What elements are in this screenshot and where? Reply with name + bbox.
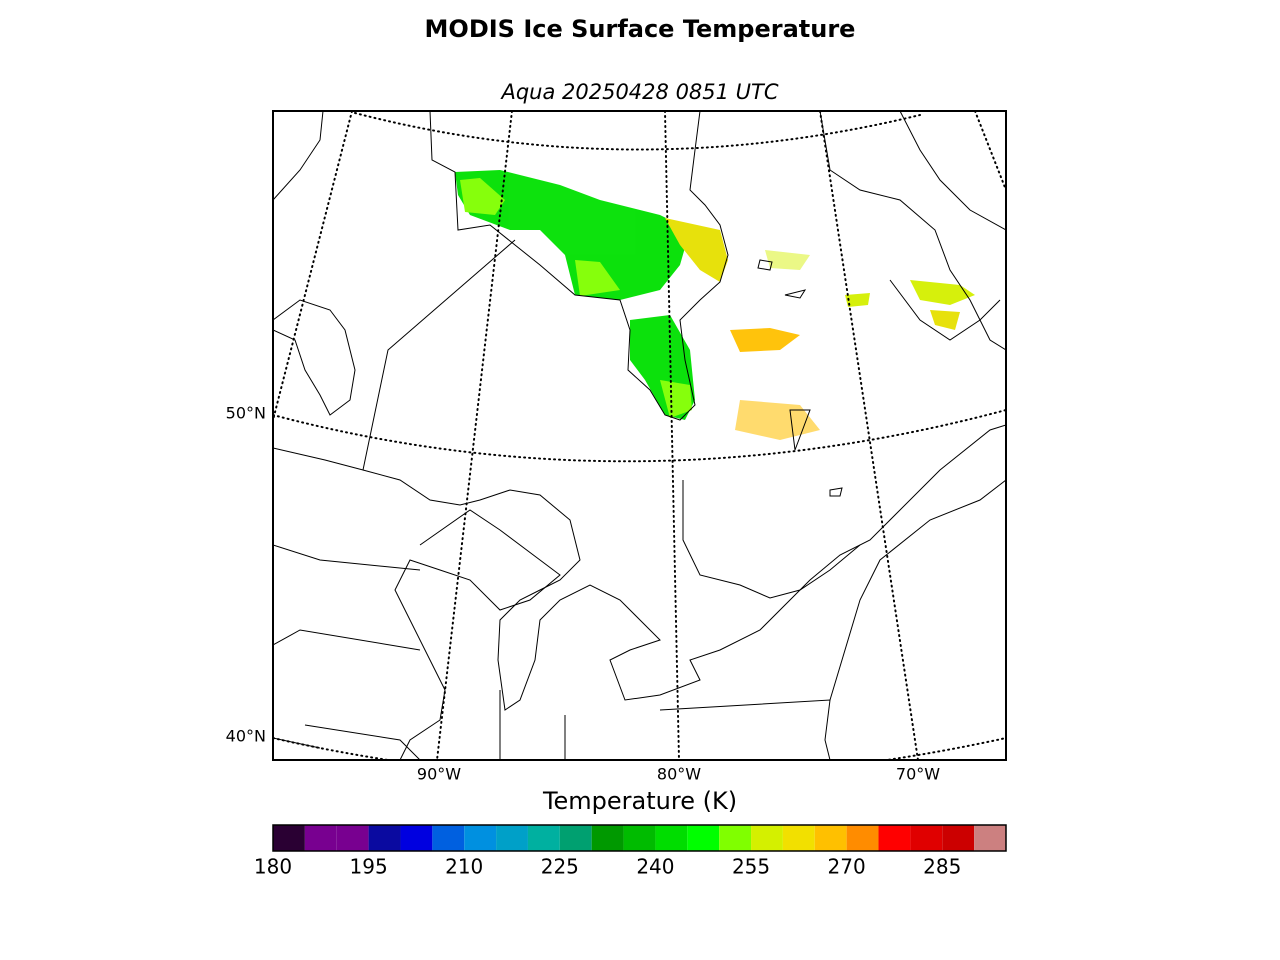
colorbar-segment (591, 825, 624, 851)
colorbar-segment (655, 825, 688, 851)
colorbar-segment (400, 825, 433, 851)
colorbar-label: Temperature (K) (542, 787, 737, 815)
subtitle: Aqua 20250428 0851 UTC (499, 80, 778, 104)
colorbar-segment (464, 825, 497, 851)
colorbar-tick-label: 195 (350, 855, 388, 879)
graticule (273, 111, 1006, 760)
colorbar-segment (846, 825, 879, 851)
map-frame (272, 110, 1007, 761)
colorbar-tick-label: 225 (541, 855, 579, 879)
colorbar: 180 195 210 225 240 255 270 285 (254, 824, 1007, 879)
colorbar-segment (878, 825, 911, 851)
colorbar-segment (273, 825, 305, 851)
map: 50°N 40°N 90°W 80°W 70°W (226, 110, 1007, 784)
colorbar-tick-label: 285 (923, 855, 961, 879)
colorbar-segment (559, 825, 592, 851)
colorbar-segment (527, 825, 560, 851)
colorbar-segment (814, 825, 847, 851)
colorbar-segment (432, 825, 465, 851)
colorbar-segment (910, 825, 943, 851)
colorbar-segment (496, 825, 528, 851)
colorbar-segment (336, 825, 369, 851)
colorbar-tick-label: 255 (732, 855, 770, 879)
lon-label: 80°W (657, 765, 701, 784)
ice-swath (455, 170, 975, 440)
colorbar-segment (623, 825, 656, 851)
colorbar-segment (368, 825, 401, 851)
colorbar-segment (974, 825, 1006, 851)
lat-label: 50°N (226, 404, 266, 423)
lon-label: 70°W (896, 765, 940, 784)
colorbar-segment (687, 825, 720, 851)
colorbar-segment (719, 825, 752, 851)
colorbar-segment (751, 825, 783, 851)
colorbar-segment (942, 825, 975, 851)
colorbar-segment (304, 825, 337, 851)
colorbar-frame (272, 824, 1007, 852)
lat-label: 40°N (226, 727, 266, 746)
lon-label: 90°W (417, 765, 461, 784)
colorbar-tick-label: 210 (445, 855, 483, 879)
colorbar-tick-label: 270 (828, 855, 866, 879)
colorbar-tick-label: 180 (254, 855, 292, 879)
coastlines (273, 111, 1006, 760)
colorbar-tick-label: 240 (636, 855, 674, 879)
colorbar-segment (782, 825, 815, 851)
title: MODIS Ice Surface Temperature (425, 15, 856, 43)
